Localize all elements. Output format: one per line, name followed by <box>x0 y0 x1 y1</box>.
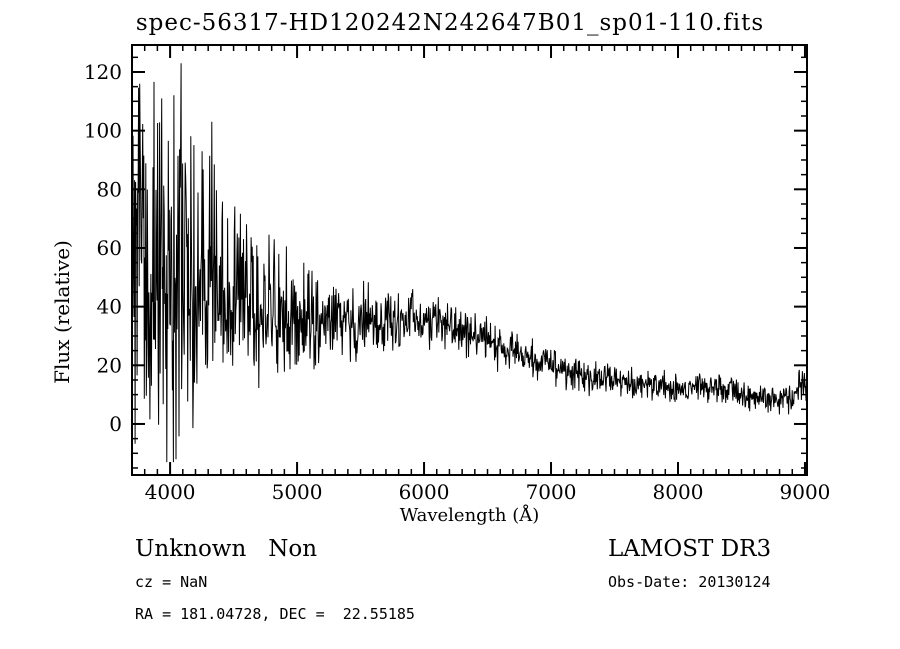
x-tick-label: 4000 <box>145 480 196 504</box>
chart-title: spec-56317-HD120242N242647B01_sp01-110.f… <box>135 10 765 36</box>
y-tick-label: 80 <box>97 177 122 201</box>
plot-frame <box>131 44 808 476</box>
x-tick-label: 6000 <box>399 480 450 504</box>
y-tick-label: 100 <box>84 119 122 143</box>
object-class-label: Unknown Non <box>135 536 318 562</box>
x-tick-label: 5000 <box>272 480 323 504</box>
y-tick-label: 0 <box>109 412 122 436</box>
y-tick-label: 120 <box>84 60 122 84</box>
x-tick-label: 8000 <box>653 480 704 504</box>
y-tick-label: 40 <box>97 295 122 319</box>
survey-label: LAMOST DR3 <box>608 536 772 562</box>
cz-value: cz = NaN <box>135 573 208 591</box>
y-tick-label: 60 <box>97 236 122 260</box>
ra-dec-coordinates: RA = 181.04728, DEC = 22.55185 <box>135 605 415 623</box>
x-axis-label: Wavelength (Å) <box>399 505 540 526</box>
x-tick-label: 9000 <box>780 480 831 504</box>
x-tick-label: 7000 <box>526 480 577 504</box>
obs-date: Obs-Date: 20130124 <box>608 573 771 591</box>
y-tick-label: 20 <box>97 353 122 377</box>
spectrum-line <box>131 63 808 463</box>
